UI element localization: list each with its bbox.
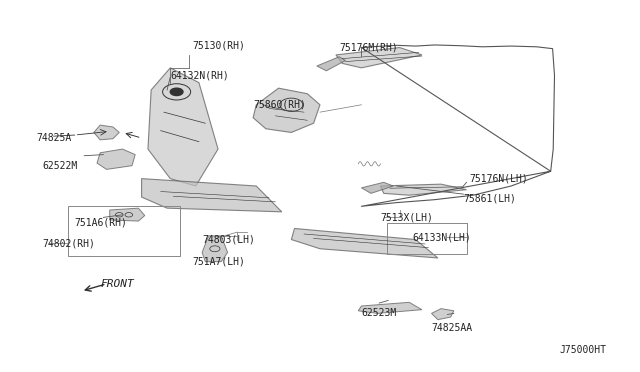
Text: 75860(RH): 75860(RH): [253, 100, 306, 110]
Circle shape: [170, 88, 183, 96]
Text: 64132N(RH): 64132N(RH): [170, 70, 229, 80]
Polygon shape: [317, 57, 346, 71]
Text: 64133N(LH): 64133N(LH): [412, 233, 471, 243]
Polygon shape: [381, 184, 467, 195]
Text: 74825A: 74825A: [36, 133, 72, 143]
Polygon shape: [358, 302, 422, 313]
Polygon shape: [202, 236, 228, 262]
Text: 75176N(LH): 75176N(LH): [470, 174, 529, 184]
Text: 62522M: 62522M: [43, 161, 78, 171]
Bar: [387, 223, 467, 254]
Polygon shape: [109, 208, 145, 221]
Polygon shape: [94, 125, 119, 140]
Text: 751A7(LH): 751A7(LH): [193, 257, 245, 267]
Text: 75176M(RH): 75176M(RH): [339, 42, 398, 52]
Text: 751A6(RH): 751A6(RH): [75, 218, 127, 228]
Polygon shape: [148, 68, 218, 186]
Text: 7513X(LH): 7513X(LH): [381, 212, 433, 222]
Text: 62523M: 62523M: [362, 308, 397, 318]
Polygon shape: [141, 179, 282, 212]
Text: 74803(LH): 74803(LH): [202, 234, 255, 244]
Polygon shape: [336, 48, 422, 68]
Polygon shape: [253, 88, 320, 132]
Text: 74825AA: 74825AA: [431, 323, 472, 333]
Text: FRONT: FRONT: [100, 279, 134, 289]
Polygon shape: [362, 182, 394, 193]
Polygon shape: [431, 309, 454, 320]
Polygon shape: [291, 228, 438, 258]
Text: 74802(RH): 74802(RH): [43, 238, 96, 248]
Text: 75861(LH): 75861(LH): [463, 194, 516, 204]
Text: J75000HT: J75000HT: [559, 345, 606, 355]
Polygon shape: [97, 149, 135, 169]
Bar: [68, 206, 180, 256]
Text: 75130(RH): 75130(RH): [193, 41, 245, 51]
